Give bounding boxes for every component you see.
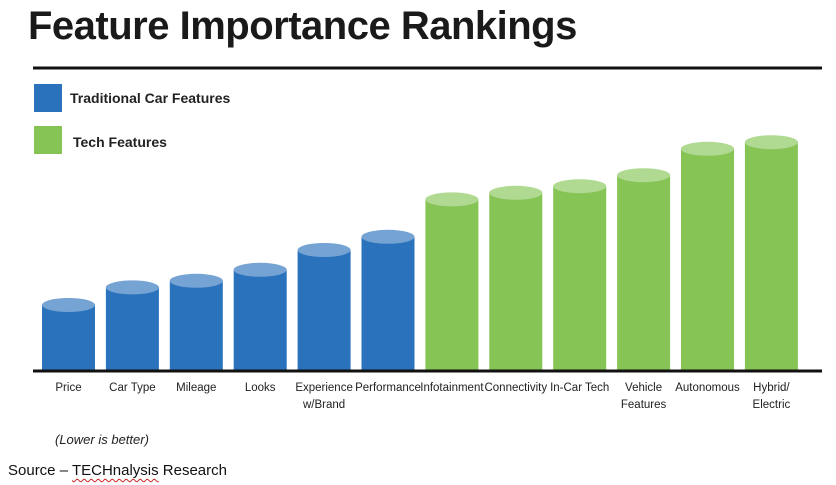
x-tick-label-line: Vehicle	[625, 382, 662, 394]
x-tick-label: Price	[55, 382, 81, 394]
bar-body	[681, 148, 734, 371]
bar-vehicle-features	[617, 168, 671, 371]
bar-cap	[169, 273, 223, 288]
bar-body	[489, 192, 543, 371]
legend-swatch-tech	[34, 126, 62, 154]
bar-cap	[489, 185, 543, 200]
x-tick-label-line: Features	[621, 399, 667, 411]
x-tick-label-line: Price	[55, 382, 81, 394]
x-tick-label-line: Looks	[245, 382, 276, 394]
source-brand: TECHnalysis	[71, 462, 159, 479]
chart-title: Feature Importance Rankings	[28, 4, 577, 48]
bars-group	[42, 135, 798, 371]
bar-body	[297, 250, 351, 371]
bar-cap	[42, 298, 95, 312]
x-tick-label: Autonomous	[675, 382, 740, 394]
bar-cap	[361, 229, 415, 244]
legend-swatch-traditional	[34, 84, 62, 112]
bar-infotainment	[425, 192, 479, 371]
bar-cap	[297, 243, 351, 257]
bar-hybrid-electric	[744, 135, 798, 371]
x-tick-label-line: Mileage	[176, 382, 216, 394]
bar-body	[617, 175, 671, 371]
bar-cap	[553, 179, 607, 194]
x-labels-group: Price Car Type Mileage Looks Experience w/Bra…	[55, 382, 790, 411]
bar-car-type	[105, 280, 159, 371]
x-tick-label-line: Performance	[355, 382, 421, 394]
x-tick-label: Hybrid/Electric	[753, 382, 791, 411]
bar-body	[425, 199, 479, 371]
bar-body	[42, 305, 95, 371]
x-tick-label: Vehicle Features	[621, 382, 667, 411]
x-tick-label-line: Electric	[753, 399, 791, 411]
x-tick-label: Looks	[245, 382, 276, 394]
bar-mileage	[169, 273, 223, 371]
bar-autonomous	[681, 141, 734, 371]
x-tick-label: Car Type	[109, 382, 155, 394]
x-tick-label: Performance	[355, 382, 421, 394]
x-tick-label-line: Car Type	[109, 382, 155, 394]
x-tick-label-line: Connectivity	[484, 382, 547, 394]
bar-cap	[233, 262, 287, 277]
bar-body	[105, 287, 159, 371]
x-tick-label: Experience w/Brand	[295, 382, 353, 411]
bar-experience-w-brand	[297, 243, 351, 371]
source-prefix: Source –	[8, 462, 72, 479]
lower-is-better-note: (Lower is better)	[55, 432, 149, 447]
x-tick-label-line: In-Car Tech	[550, 382, 609, 394]
source-credit: Source – TECHnalysis Research	[8, 462, 227, 479]
x-tick-label-line: Hybrid/	[753, 382, 790, 394]
bar-performance	[361, 229, 415, 371]
bar-connectivity	[489, 185, 543, 371]
x-tick-label-line: w/Brand	[302, 399, 345, 411]
bar-cap	[744, 135, 798, 150]
source-suffix: Research	[158, 462, 227, 479]
bar-cap	[617, 168, 671, 183]
bar-looks	[233, 262, 287, 371]
bar-body	[553, 186, 607, 371]
x-tick-label: Connectivity	[484, 382, 547, 394]
bar-cap	[681, 141, 734, 156]
bar-body	[361, 236, 415, 371]
legend-label-tech: Tech Features	[73, 134, 167, 150]
bar-body	[169, 280, 223, 371]
bar-cap	[425, 192, 479, 207]
bar-cap	[105, 280, 159, 295]
x-tick-label: In-Car Tech	[550, 382, 609, 394]
bar-in-car-tech	[553, 179, 607, 371]
bar-price	[42, 298, 95, 371]
legend-label-traditional: Traditional Car Features	[70, 90, 231, 106]
x-tick-label-line: Infotainment	[420, 382, 484, 394]
x-tick-label: Infotainment	[420, 382, 484, 394]
bar-body	[744, 142, 798, 371]
x-tick-label: Mileage	[176, 382, 216, 394]
x-tick-label-line: Autonomous	[675, 382, 740, 394]
x-tick-label-line: Experience	[295, 382, 353, 394]
bar-body	[233, 269, 287, 371]
